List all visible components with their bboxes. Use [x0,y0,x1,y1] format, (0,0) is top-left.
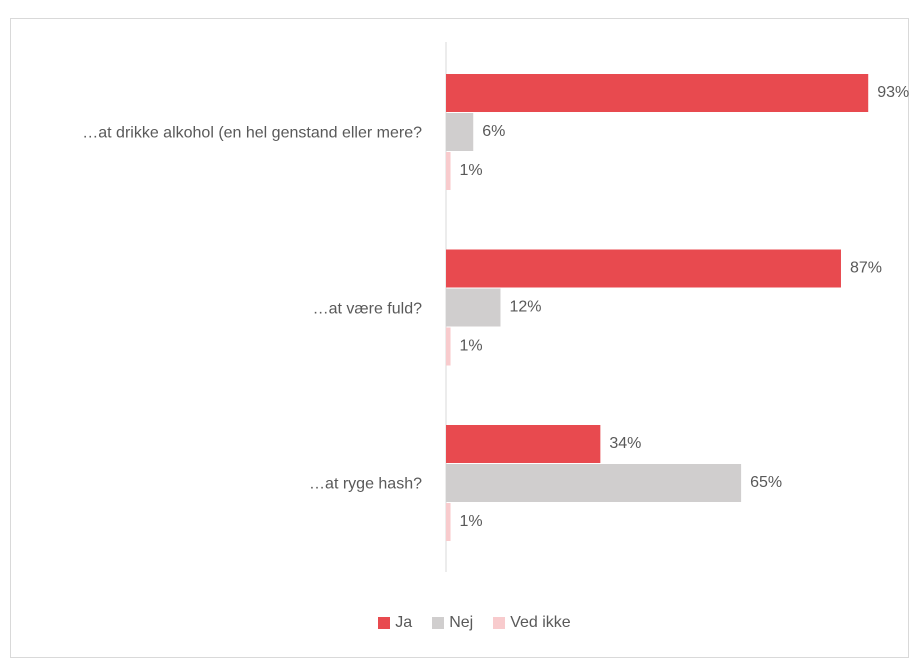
legend: Ja Nej Ved ikke [0,614,919,632]
value-label: 1% [460,162,483,179]
category-label: …at være fuld? [312,300,422,317]
bar [446,249,841,288]
value-label: 12% [509,299,541,316]
bar [446,327,451,366]
value-label: 6% [482,123,505,140]
category-label: …at drikke alkohol (en hel genstand elle… [82,124,422,142]
bar [446,74,869,112]
value-label: 87% [850,260,882,277]
value-label: 65% [750,474,782,491]
value-label: 1% [460,513,483,530]
legend-swatch [432,617,445,629]
legend-label: Ja [395,614,413,631]
legend-item: Ja [378,614,412,632]
bar [446,503,451,541]
legend-swatch [493,617,506,629]
legend-item: Ved ikke [493,614,571,632]
value-label: 1% [460,338,483,355]
bar [446,152,451,190]
value-label: 34% [609,435,641,452]
category-label: …at ryge hash? [309,475,422,493]
bar [446,425,601,463]
legend-label: Nej [449,614,474,631]
value-label: 93% [877,84,909,101]
bar [446,464,742,502]
legend-item: Nej [432,614,473,632]
legend-swatch [378,617,391,629]
bar [446,288,501,327]
legend-label: Ved ikke [510,614,571,631]
bar [446,113,474,151]
